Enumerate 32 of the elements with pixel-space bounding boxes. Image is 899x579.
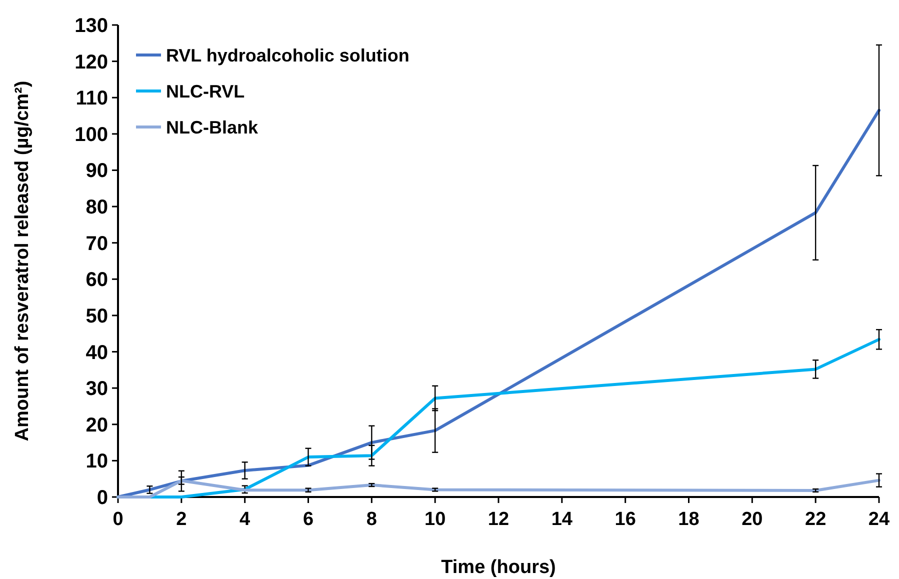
x-tick-label: 12 [488,509,510,530]
x-axis-title: Time (hours) [441,557,556,578]
y-tick-label: 10 [86,450,108,473]
y-tick-label: 50 [86,305,108,328]
y-tick-label: 110 [76,88,108,110]
y-tick-label: 0 [96,487,108,509]
x-tick-label: 0 [112,509,124,530]
x-tick-label: 16 [614,509,636,530]
y-tick-label: 70 [86,232,108,255]
x-tick-label: 20 [742,509,763,530]
x-tick-label: 14 [551,509,573,530]
y-tick-label: 20 [86,414,108,436]
y-tick-label: 30 [86,378,108,400]
x-tick-label: 24 [868,509,890,530]
y-axis-title: Amount of resveratrol released (µg/cm²) [12,80,33,442]
x-tick-label: 8 [366,509,377,530]
legend-label: NLC-RVL [166,81,245,102]
y-tick-label: 60 [86,269,108,292]
x-tick-label: 4 [240,509,251,530]
x-tick-label: 18 [678,509,700,530]
y-tick-label: 130 [74,15,108,37]
y-tick-label: 80 [86,196,108,219]
x-tick-label: 6 [302,509,314,530]
x-tick-label: 10 [424,509,446,530]
x-tick-label: 2 [176,509,187,530]
y-tick-label: 100 [74,124,108,146]
y-tick-label: 40 [86,342,108,364]
x-tick-label: 22 [805,509,826,530]
legend-label: NLC-Blank [166,117,259,138]
y-tick-label: 120 [74,51,108,74]
legend-label: RVL hydroalcoholic solution [166,45,410,66]
y-tick-label: 90 [86,160,108,182]
